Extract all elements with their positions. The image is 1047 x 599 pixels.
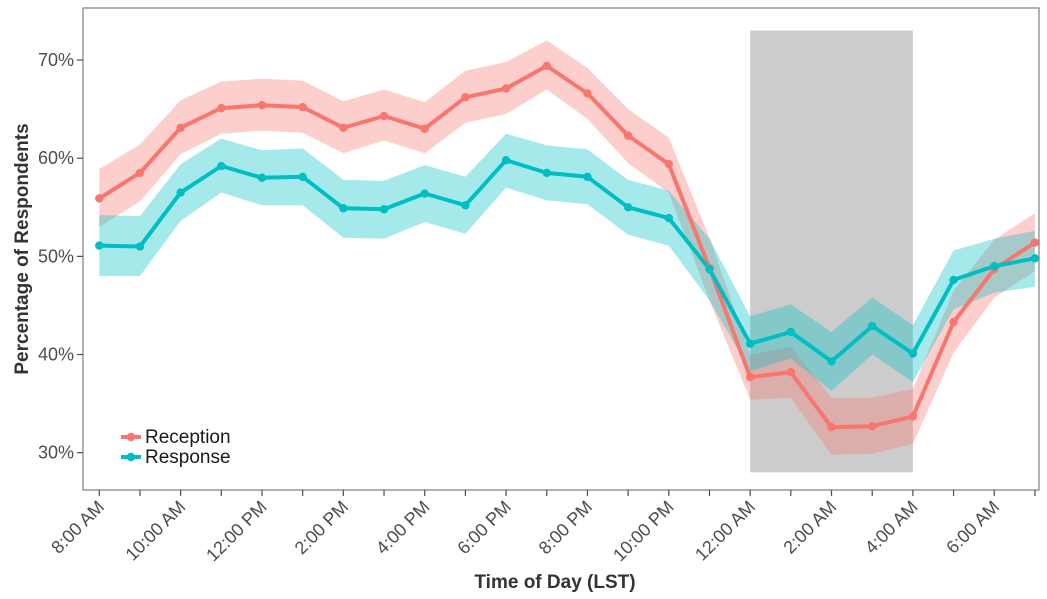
series-lines	[97, 63, 1037, 430]
reception-point	[786, 367, 796, 377]
reception-point	[583, 89, 592, 98]
legend-marker-reception	[126, 432, 136, 442]
reception-point	[664, 159, 674, 169]
response-point	[786, 327, 796, 337]
response-point	[257, 173, 267, 183]
x-tick-label: 2:00 PM	[291, 497, 353, 559]
y-axis: 30% 40% 50% 60% 70%	[38, 50, 83, 463]
series-points	[95, 61, 1040, 432]
legend-label-response: Response	[145, 447, 231, 468]
y-tick-label: 70%	[38, 50, 74, 70]
reception-point	[217, 103, 226, 113]
reception-point	[1030, 238, 1040, 247]
reception-point	[298, 102, 307, 112]
response-point	[501, 155, 511, 165]
reception-point	[176, 123, 185, 132]
reception-point	[135, 168, 145, 178]
reception-point	[745, 372, 755, 382]
response-point	[95, 241, 104, 250]
reception-point	[379, 111, 389, 121]
reception-point	[420, 124, 429, 133]
x-tick-label: 2:00 AM	[779, 497, 840, 558]
x-axis-title: Time of Day (LST)	[474, 572, 635, 593]
y-tick-label: 50%	[38, 246, 74, 266]
reception-confidence-band	[99, 40, 1035, 455]
x-tick-label: 12:00 PM	[202, 497, 271, 566]
reception-point	[257, 100, 267, 110]
x-tick-label: 10:00 AM	[122, 497, 190, 565]
response-point	[1030, 254, 1040, 263]
reception-point	[339, 123, 348, 132]
response-point	[705, 264, 714, 274]
response-point	[745, 339, 755, 348]
response-point	[379, 205, 389, 214]
reception-point	[501, 84, 511, 93]
response-point	[583, 172, 592, 182]
reception-point	[868, 421, 877, 431]
response-point	[908, 349, 918, 358]
x-tick-label: 8:00 AM	[47, 497, 108, 558]
response-point	[542, 168, 551, 178]
reception-point	[95, 194, 104, 203]
response-point	[420, 189, 429, 198]
y-tick-label: 60%	[38, 148, 74, 168]
reception-line	[97, 63, 1037, 430]
response-point	[664, 213, 674, 223]
reception-point	[908, 412, 918, 421]
reception-point	[949, 317, 958, 327]
response-point	[949, 275, 958, 285]
x-tick-label: 4:00 AM	[861, 497, 922, 558]
response-line	[97, 158, 1037, 364]
reception-point	[623, 131, 633, 140]
legend-label-reception: Reception	[145, 427, 231, 448]
response-point	[827, 357, 836, 366]
x-tick-label: 4:00 PM	[372, 497, 434, 559]
response-point	[298, 172, 307, 182]
reception-point	[542, 61, 551, 71]
legend-marker-response	[126, 452, 136, 462]
x-axis: 8:00 AM 10:00 AM 12:00 PM 2:00 PM 4:00 PM 6:0…	[47, 490, 1036, 566]
y-tick-label: 30%	[38, 443, 74, 463]
response-point	[623, 203, 633, 212]
y-axis-title: Percentage of Respondents	[12, 123, 33, 374]
y-tick-label: 40%	[38, 345, 74, 365]
response-point	[990, 261, 999, 271]
x-tick-label: 6:00 AM	[942, 497, 1003, 558]
shaded-night-region	[750, 30, 913, 473]
response-point	[461, 201, 470, 210]
response-point	[176, 188, 185, 197]
reception-point	[827, 422, 836, 432]
response-point	[217, 161, 226, 171]
x-tick-label: 6:00 PM	[453, 497, 515, 559]
x-tick-label: 10:00 PM	[609, 497, 678, 566]
response-point	[339, 204, 348, 213]
response-point	[868, 321, 877, 331]
shaded-region	[750, 30, 913, 473]
x-tick-label: 12:00 AM	[691, 497, 759, 565]
x-tick-label: 8:00 PM	[535, 497, 597, 559]
response-point	[135, 242, 145, 251]
reception-point	[461, 93, 470, 102]
plot-border	[82, 7, 1040, 491]
